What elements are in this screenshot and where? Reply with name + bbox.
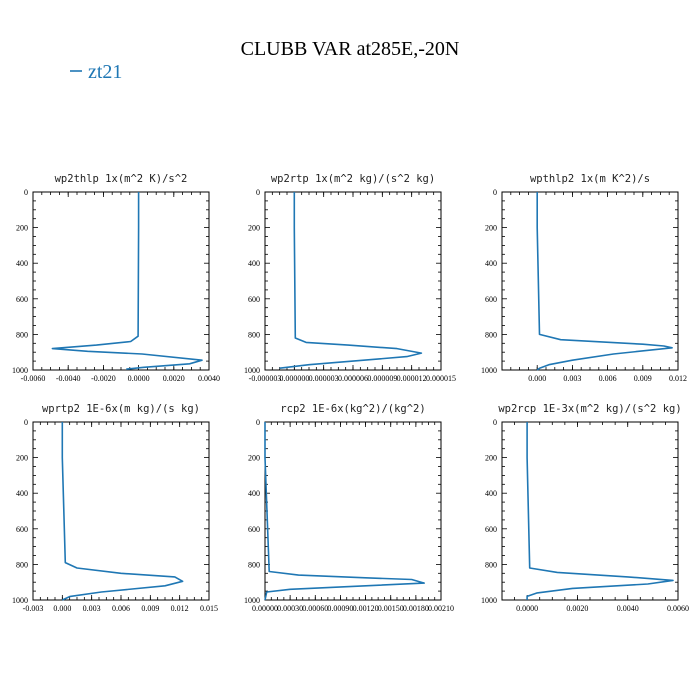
x-tick-label: 0.00060 xyxy=(302,604,328,613)
series-line xyxy=(526,422,674,600)
y-tick-label: 400 xyxy=(248,259,260,268)
panel-title: wprtp2 1E-6x(m kg)/(s kg) xyxy=(42,403,200,415)
y-tick-label: 0 xyxy=(256,188,260,197)
x-tick-label: 0.015 xyxy=(200,604,218,613)
x-tick-label: 0.0060 xyxy=(667,604,689,613)
y-tick-label: 200 xyxy=(485,224,497,233)
y-tick-label: 400 xyxy=(248,489,260,498)
x-tick-label: 0.0040 xyxy=(617,604,639,613)
x-tick-label: -0.0020 xyxy=(91,374,116,383)
x-tick-label: 0.000 xyxy=(53,604,71,613)
panel-title: wp2thlp 1x(m^2 K)/s^2 xyxy=(55,173,188,185)
y-tick-label: 800 xyxy=(248,560,260,569)
x-tick-label: 0.000009 xyxy=(367,374,397,383)
x-tick-label: 0.0000 xyxy=(516,604,538,613)
y-tick-label: 0 xyxy=(493,188,497,197)
y-tick-label: 400 xyxy=(485,489,497,498)
y-tick-label: 800 xyxy=(16,330,28,339)
x-tick-label: 0.00030 xyxy=(277,604,303,613)
y-tick-label: 0 xyxy=(256,418,260,427)
y-tick-label: 800 xyxy=(485,560,497,569)
x-tick-label: 0.0000 xyxy=(128,374,150,383)
y-tick-label: 600 xyxy=(485,525,497,534)
x-tick-label: 0.009 xyxy=(141,604,159,613)
y-tick-label: 800 xyxy=(485,330,497,339)
chart-panel: wp2rtp 1x(m^2 kg)/(s^2 kg) 0 200 400 600 800 1… xyxy=(244,173,456,383)
y-tick-label: 0 xyxy=(24,188,28,197)
y-tick-label: 0 xyxy=(493,418,497,427)
y-tick-label: 600 xyxy=(485,295,497,304)
panel-title: wp2rtp 1x(m^2 kg)/(s^2 kg) xyxy=(271,173,435,185)
y-tick-label: 600 xyxy=(16,525,28,534)
y-tick-label: 1000 xyxy=(12,366,28,375)
panel-title: wpthlp2 1x(m K^2)/s xyxy=(530,173,650,185)
x-tick-label: 0.003 xyxy=(83,604,101,613)
legend: zt21 xyxy=(70,61,122,83)
y-tick-label: 400 xyxy=(485,259,497,268)
y-tick-label: 800 xyxy=(248,330,260,339)
legend-label: zt21 xyxy=(88,61,122,83)
x-tick-label: 0.00000 xyxy=(252,604,278,613)
series-line xyxy=(51,192,203,370)
panel-title: rcp2 1E-6x(kg^2)/(kg^2) xyxy=(280,403,425,415)
y-tick-label: 200 xyxy=(16,454,28,463)
chart-panel: rcp2 1E-6x(kg^2)/(kg^2) 0 200 400 600 800 1000… xyxy=(244,403,454,613)
x-tick-label: -0.0040 xyxy=(56,374,81,383)
y-tick-label: 200 xyxy=(16,224,28,233)
series-line xyxy=(264,422,426,601)
series-line xyxy=(536,192,673,371)
y-tick-label: 600 xyxy=(248,525,260,534)
figure-title: CLUBB VAR at285E,-20N xyxy=(241,38,460,60)
plot-frame xyxy=(264,191,442,371)
x-tick-label: -0.003 xyxy=(23,604,44,613)
y-tick-label: 200 xyxy=(485,454,497,463)
x-tick-label: -0.000003 xyxy=(249,374,282,383)
x-tick-label: 0.00090 xyxy=(327,604,353,613)
x-tick-label: 0.00120 xyxy=(353,604,379,613)
series-line xyxy=(61,422,184,601)
y-tick-label: 1000 xyxy=(12,596,28,605)
chart-panel: wpthlp2 1x(m K^2)/s 0 200 400 600 800 1000 0.00… xyxy=(481,173,687,383)
y-tick-label: 0 xyxy=(24,418,28,427)
y-tick-label: 200 xyxy=(248,454,260,463)
x-tick-label: 0.000006 xyxy=(338,374,368,383)
x-tick-label: 0.0020 xyxy=(163,374,185,383)
y-tick-label: 1000 xyxy=(244,366,260,375)
y-tick-label: 400 xyxy=(16,489,28,498)
chart-panel: wp2rcp 1E-3x(m^2 kg)/(s^2 kg)0 200 400 600 8… xyxy=(481,403,689,613)
chart-panel: wp2thlp 1x(m^2 K)/s^202004006008001000-0… xyxy=(12,173,220,383)
x-tick-label: 0.000003 xyxy=(309,374,339,383)
plot-frame xyxy=(264,421,442,601)
x-tick-label: 0.00150 xyxy=(378,604,404,613)
x-tick-label: 0.000 xyxy=(528,374,546,383)
x-tick-label: 0.006 xyxy=(599,374,617,383)
x-tick-label: 0.000015 xyxy=(426,374,456,383)
y-tick-label: 1000 xyxy=(244,596,260,605)
y-tick-label: 600 xyxy=(16,295,28,304)
y-tick-label: 400 xyxy=(16,259,28,268)
x-tick-label: 0.0020 xyxy=(566,604,588,613)
x-tick-label: 0.003 xyxy=(563,374,581,383)
chart-panel: wprtp2 1E-6x(m kg)/(s kg) 0 200 400 600 800 10… xyxy=(12,403,218,613)
x-tick-label: 0.006 xyxy=(112,604,130,613)
chart-panels: wp2thlp 1x(m^2 K)/s^202004006008001000-0… xyxy=(12,173,689,613)
x-tick-label: 0.000012 xyxy=(397,374,427,383)
y-tick-label: 200 xyxy=(248,224,260,233)
y-tick-label: 1000 xyxy=(481,366,497,375)
y-tick-label: 600 xyxy=(248,295,260,304)
plot-frame xyxy=(501,191,679,371)
x-tick-label: 0.000000 xyxy=(279,374,309,383)
x-tick-label: 0.009 xyxy=(634,374,652,383)
x-tick-label: 0.00210 xyxy=(428,604,454,613)
y-tick-label: 800 xyxy=(16,560,28,569)
x-tick-label: 0.012 xyxy=(171,604,189,613)
x-tick-label: -0.0060 xyxy=(21,374,46,383)
series-line xyxy=(279,192,423,369)
x-tick-label: 0.00180 xyxy=(403,604,429,613)
x-tick-label: 0.0040 xyxy=(198,374,220,383)
panel-title: wp2rcp 1E-3x(m^2 kg)/(s^2 kg) xyxy=(498,403,681,415)
y-tick-label: 1000 xyxy=(481,596,497,605)
x-tick-label: 0.012 xyxy=(669,374,687,383)
